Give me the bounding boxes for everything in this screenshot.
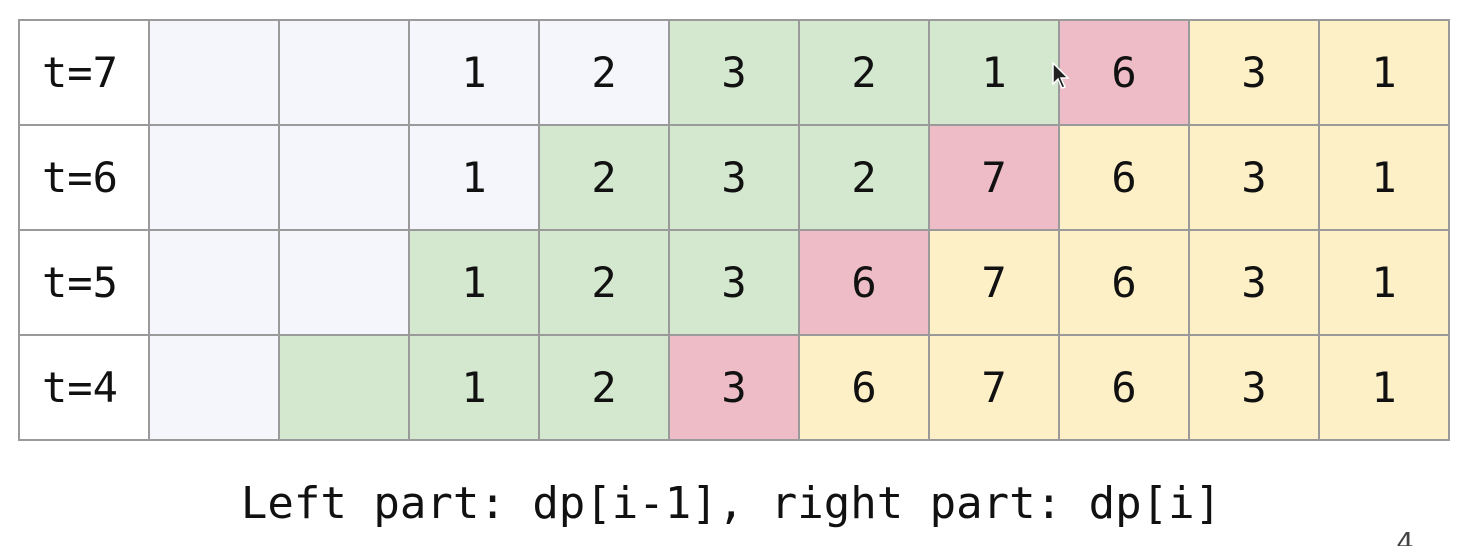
caption: Left part: dp[i-1], right part: dp[i] <box>240 478 1222 529</box>
table-cell: 3 <box>668 229 800 336</box>
table-cell: 3 <box>668 19 800 126</box>
table-cell: 3 <box>668 124 800 231</box>
table-cell: 2 <box>798 124 930 231</box>
table-cell: 2 <box>798 19 930 126</box>
table-cell: 6 <box>1058 229 1190 336</box>
table-cell: 3 <box>1188 124 1320 231</box>
table-cell: 2 <box>538 334 670 441</box>
table-cell <box>148 19 280 126</box>
table-cell: 1 <box>1318 19 1450 126</box>
table-cell: 1 <box>408 229 540 336</box>
table-row: t=4 1 2 3 6 7 6 3 1 <box>18 334 1450 441</box>
table-cell <box>148 334 280 441</box>
table-cell: 1 <box>1318 124 1450 231</box>
table-cell <box>278 19 410 126</box>
table-cell <box>148 124 280 231</box>
table-cell <box>278 229 410 336</box>
table-cell: 2 <box>538 19 670 126</box>
table-cell: 1 <box>1318 334 1450 441</box>
table-row: t=5 1 2 3 6 7 6 3 1 <box>18 229 1450 336</box>
table-cell: 7 <box>928 334 1060 441</box>
table-cell: 6 <box>1058 334 1190 441</box>
dp-table: t=7 1 2 3 2 1 6 3 1 t=6 1 2 3 2 7 6 3 1 t=5 1 2 3 6 7 6 3 1 t=4 1 2 3 6… <box>18 19 1450 441</box>
row-label: t=4 <box>18 334 150 441</box>
table-cell: 7 <box>928 124 1060 231</box>
dp-table-body: t=7 1 2 3 2 1 6 3 1 t=6 1 2 3 2 7 6 3 1 t=5 1 2 3 6 7 6 3 1 t=4 1 2 3 6… <box>18 19 1450 441</box>
row-label: t=6 <box>18 124 150 231</box>
table-cell: 6 <box>798 334 930 441</box>
table-cell: 7 <box>928 229 1060 336</box>
table-cell <box>148 229 280 336</box>
row-label: t=7 <box>18 19 150 126</box>
table-cell: 1 <box>408 334 540 441</box>
table-cell: 2 <box>538 229 670 336</box>
table-cell: 3 <box>1188 229 1320 336</box>
table-cell <box>278 334 410 441</box>
table-cell: 3 <box>1188 19 1320 126</box>
mouse-cursor-icon <box>1052 62 1070 89</box>
table-cell <box>278 124 410 231</box>
row-label: t=5 <box>18 229 150 336</box>
table-cell: 3 <box>1188 334 1320 441</box>
table-cell: 6 <box>798 229 930 336</box>
page-number: 4 <box>1396 526 1414 546</box>
table-row: t=7 1 2 3 2 1 6 3 1 <box>18 19 1450 126</box>
table-cell: 1 <box>408 19 540 126</box>
table-cell: 2 <box>538 124 670 231</box>
table-cell: 3 <box>668 334 800 441</box>
table-cell: 6 <box>1058 19 1190 126</box>
table-cell: 1 <box>408 124 540 231</box>
table-cell: 1 <box>1318 229 1450 336</box>
table-row: t=6 1 2 3 2 7 6 3 1 <box>18 124 1450 231</box>
table-cell: 6 <box>1058 124 1190 231</box>
table-cell: 1 <box>928 19 1060 126</box>
